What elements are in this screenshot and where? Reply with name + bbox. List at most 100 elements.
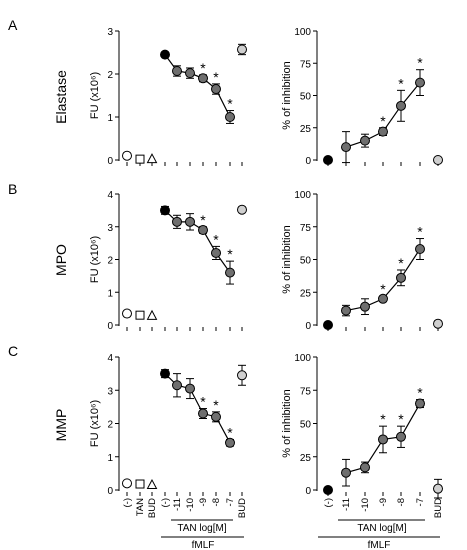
significance-star: * bbox=[200, 394, 206, 410]
y-axis-label: FU (x10⁶) bbox=[89, 400, 101, 447]
data-point bbox=[122, 308, 132, 319]
significance-star: * bbox=[417, 385, 423, 401]
significance-star: * bbox=[227, 96, 233, 112]
data-point bbox=[172, 380, 182, 391]
y-tick-label: 4 bbox=[107, 190, 113, 201]
panel-letter-c: C bbox=[8, 343, 18, 359]
y-tick-label: 1 bbox=[107, 453, 113, 464]
data-point bbox=[433, 155, 443, 165]
significance-star: * bbox=[227, 246, 233, 262]
y-axis-label: % of inhibition bbox=[281, 61, 293, 130]
data-point bbox=[198, 73, 208, 84]
x-tick-label-left: (-) bbox=[122, 498, 133, 508]
y-axis-label: % of inhibition bbox=[281, 389, 293, 458]
data-point bbox=[211, 84, 221, 95]
data-point-square bbox=[135, 154, 145, 164]
significance-star: * bbox=[200, 60, 206, 76]
data-point bbox=[415, 77, 425, 88]
data-point bbox=[185, 383, 195, 394]
significance-star: * bbox=[227, 424, 233, 440]
data-point bbox=[225, 437, 235, 448]
y-tick-label: 75 bbox=[300, 386, 312, 397]
data-point bbox=[433, 318, 443, 329]
data-point bbox=[396, 100, 406, 111]
data-point bbox=[341, 142, 351, 153]
significance-star: * bbox=[213, 231, 219, 247]
x-tick-label-left: BUD bbox=[237, 498, 248, 518]
series-line-a-left bbox=[164, 54, 231, 118]
panel-letter-b: B bbox=[8, 181, 17, 197]
data-point bbox=[360, 301, 370, 312]
significance-star: * bbox=[398, 255, 404, 271]
data-point bbox=[433, 483, 443, 494]
x-tick-label-left: TAN bbox=[135, 498, 146, 516]
x-tick-label-left: -8 bbox=[211, 498, 222, 506]
data-point bbox=[237, 44, 247, 55]
y-tick-label: 0 bbox=[305, 156, 311, 167]
y-tick-label: 25 bbox=[300, 288, 312, 299]
data-point bbox=[378, 126, 388, 137]
data-point bbox=[185, 68, 195, 79]
significance-star: * bbox=[380, 113, 386, 129]
data-point bbox=[323, 320, 333, 330]
y-tick-label: 50 bbox=[300, 256, 312, 267]
y-tick-label: 75 bbox=[300, 223, 312, 234]
significance-star: * bbox=[398, 75, 404, 91]
x-axis-labels: (-) TAN BUD (-) -11 -10 -9 -8 -7 BUD (-) -11 -10 -9 -8… bbox=[122, 498, 444, 550]
data-point bbox=[225, 267, 235, 278]
data-point bbox=[323, 155, 333, 165]
x-tick-label-left: -10 bbox=[185, 498, 196, 512]
data-point-square bbox=[135, 310, 145, 320]
significance-star: * bbox=[213, 69, 219, 85]
y-tick-label: 3 bbox=[107, 386, 113, 397]
data-point bbox=[396, 431, 406, 442]
x-tick-label-left: (-) bbox=[160, 498, 171, 508]
data-point bbox=[185, 216, 195, 227]
row-label-mmp: MMP bbox=[53, 409, 69, 442]
fmlf-label-left: fMLF bbox=[192, 540, 215, 550]
significance-star: * bbox=[417, 224, 423, 240]
y-tick-label: 25 bbox=[300, 124, 312, 135]
y-tick-label: 1 bbox=[107, 113, 113, 124]
y-tick-label: 100 bbox=[294, 353, 311, 364]
row-label-elastase: Elastase bbox=[53, 70, 69, 124]
row-label-mpo: MPO bbox=[53, 244, 69, 276]
x-tick-label-right: -10 bbox=[360, 498, 371, 512]
data-point bbox=[160, 368, 170, 379]
significance-star: * bbox=[417, 55, 423, 71]
y-axis-label: FU (x10⁶) bbox=[89, 236, 101, 283]
y-tick-label: 0 bbox=[305, 321, 311, 332]
y-tick-label: 100 bbox=[294, 27, 311, 38]
significance-star: * bbox=[398, 411, 404, 427]
data-point bbox=[172, 65, 182, 76]
significance-star: * bbox=[380, 281, 386, 297]
y-tick-label: 0 bbox=[107, 321, 113, 332]
y-tick-label: 0 bbox=[107, 486, 113, 497]
data-point bbox=[198, 225, 208, 236]
data-point bbox=[211, 247, 221, 258]
y-tick-label: 2 bbox=[107, 420, 113, 431]
y-tick-label: 3 bbox=[107, 223, 113, 234]
x-tick-label-left: BUD bbox=[147, 498, 158, 518]
data-point bbox=[415, 398, 425, 409]
data-point bbox=[160, 205, 170, 216]
y-tick-label: 75 bbox=[300, 59, 312, 70]
x-tick-label-right: -11 bbox=[341, 498, 352, 511]
data-point bbox=[237, 204, 247, 215]
significance-star: * bbox=[380, 411, 386, 427]
data-point-square bbox=[135, 479, 145, 489]
data-point bbox=[323, 485, 333, 495]
y-tick-label: 2 bbox=[107, 70, 113, 81]
data-point bbox=[378, 293, 388, 304]
data-point bbox=[198, 408, 208, 419]
data-point bbox=[172, 216, 182, 227]
data-point-triangle bbox=[146, 153, 158, 164]
y-tick-label: 50 bbox=[300, 92, 312, 103]
x-tick-label-right: (-) bbox=[323, 498, 334, 508]
x-tick-label-right: -9 bbox=[378, 498, 389, 506]
data-point bbox=[360, 135, 370, 146]
data-point bbox=[378, 434, 388, 445]
y-axis-label: % of inhibition bbox=[281, 225, 293, 294]
